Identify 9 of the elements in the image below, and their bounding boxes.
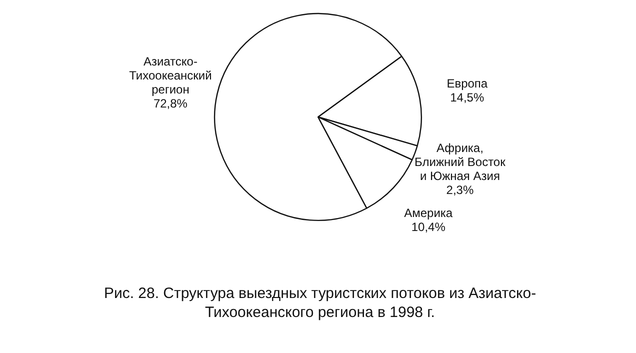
slice-label: Европа — [446, 76, 488, 90]
slice-label: Америка — [404, 206, 453, 220]
slice-label: Азиатско- Тихоокеанский регион — [129, 54, 212, 96]
data-label: 10,4% — [411, 220, 446, 234]
text: Рис. 28. Структура выездных туристских потоков из Азиатско-Тихоокеанского региона в 1998 г. — [102, 284, 538, 322]
data-label: 14,5% — [450, 90, 484, 104]
data-label: 72,8% — [153, 96, 188, 110]
slice-label: Африка, Ближний Восток и Южная Азия — [414, 140, 506, 183]
data-label: 2,3% — [446, 182, 474, 197]
